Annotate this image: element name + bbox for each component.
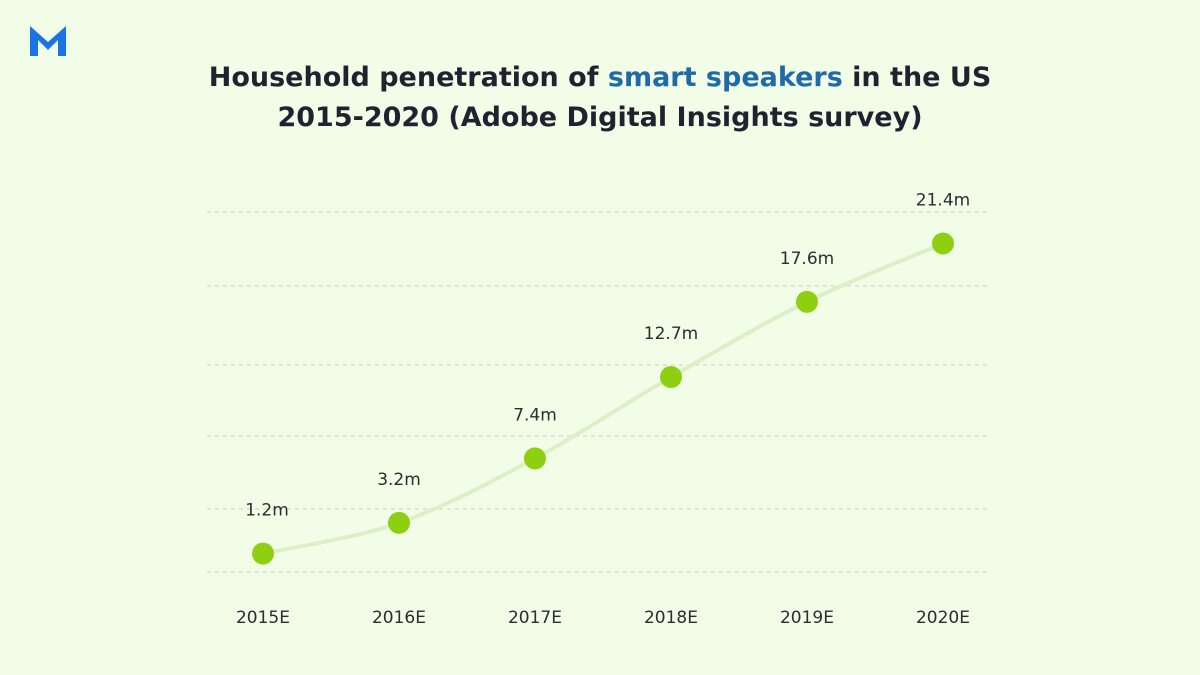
- x-tick-label: 2020E: [916, 608, 970, 628]
- data-label-2019E: 17.6m: [780, 249, 834, 269]
- data-point-2017E: [524, 447, 546, 470]
- data-point-2019E: [796, 290, 818, 313]
- x-tick-label: 2018E: [644, 608, 698, 628]
- data-labels: 1.2m 3.2m 7.4m 12.7m 17.6m 21.4m: [245, 191, 970, 521]
- title-part-2: in the US: [842, 62, 992, 93]
- x-tick-label: 2017E: [508, 608, 562, 628]
- x-tick-label: 2015E: [236, 608, 290, 628]
- data-label-2015E: 1.2m: [245, 501, 289, 521]
- x-tick-label: 2016E: [372, 608, 426, 628]
- data-point-2016E: [388, 511, 410, 534]
- title-line-1: Household penetration of smart speakers …: [0, 58, 1200, 98]
- data-label-2017E: 7.4m: [513, 405, 557, 425]
- x-tick-label: 2019E: [780, 608, 834, 628]
- chart-title: Household penetration of smart speakers …: [0, 58, 1200, 138]
- data-label-2020E: 21.4m: [916, 191, 970, 211]
- data-point-2018E: [660, 366, 682, 389]
- title-part-1: Household penetration of: [208, 62, 608, 93]
- data-label-2016E: 3.2m: [377, 470, 421, 490]
- x-axis: 2015E 2016E 2017E 2018E 2019E 2020E: [236, 608, 970, 628]
- data-point-2020E: [932, 232, 954, 255]
- m-logo-icon: [30, 26, 66, 56]
- series-line: [261, 241, 945, 556]
- title-line-2: 2015-2020 (Adobe Digital Insights survey…: [277, 102, 923, 133]
- data-label-2018E: 12.7m: [644, 324, 698, 344]
- gridlines: [207, 211, 990, 573]
- data-point-2015E: [252, 542, 274, 565]
- title-highlight: smart speakers: [607, 62, 843, 93]
- series: [252, 232, 954, 565]
